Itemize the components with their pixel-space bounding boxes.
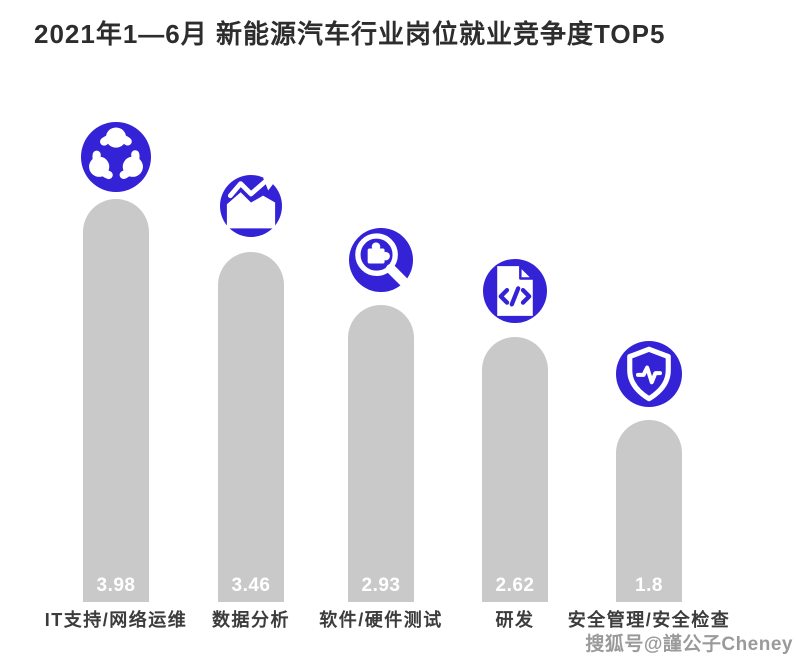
category-label: 数据分析 [212,610,290,630]
bar: 3.98 [83,199,149,602]
bar: 3.46 [218,252,284,602]
category-label: 安全管理/安全检查 [567,610,731,630]
category-label: 研发 [495,610,535,630]
trend-chart-icon [220,175,282,237]
bar: 2.93 [348,305,414,602]
bar-value-label: 2.62 [495,575,535,596]
category-label: 软件/硬件测试 [319,610,443,630]
watermark: 搜狐号@謹公子Cheney [585,634,793,655]
bar: 2.62 [482,337,548,602]
share-network-icon [81,122,151,192]
category-label: IT支持/网络运维 [44,610,188,630]
bar-value-label: 3.46 [231,575,271,596]
bar-value-label: 2.93 [361,575,401,596]
chart-title: 2021年1—6月 新能源汽车行业岗位就业竞争度TOP5 [34,19,666,49]
shield-pulse-icon [616,341,682,407]
magnifier-puzzle-icon [349,228,413,292]
bar-value-label: 3.98 [96,575,136,596]
bar-value-label: 1.8 [635,575,663,596]
code-document-icon [483,259,547,323]
bar: 1.8 [616,420,682,602]
